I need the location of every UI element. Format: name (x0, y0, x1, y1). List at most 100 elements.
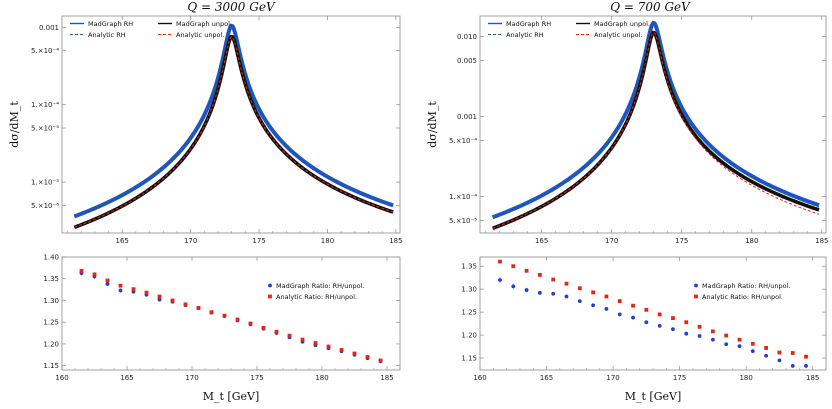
x-tick-label: 180 (321, 237, 334, 245)
x-tick-label: 165 (535, 237, 548, 245)
x-tick-label: 175 (252, 237, 265, 245)
madgraph-ratio-point (498, 278, 502, 282)
madgraph-ratio-point (697, 334, 702, 338)
madgraph-ratio-point (724, 342, 729, 347)
analytic-ratio-point (131, 287, 136, 292)
analytic-ratio-point (657, 312, 662, 317)
x-tick-label: 185 (380, 374, 393, 382)
madgraph-ratio-point (764, 353, 769, 358)
legend-label: Analytic unpol. (176, 31, 224, 39)
plot-frame (479, 15, 827, 234)
madgraph-ratio-point (777, 358, 782, 363)
series-line-madgraph-rh (73, 23, 394, 219)
series-line-analytic-unpol- (74, 36, 394, 228)
y-tick-label: 1.20 (43, 340, 59, 348)
analytic-ratio-point (684, 320, 689, 325)
y-tick-label: 1.15 (461, 355, 477, 363)
analytic-ratio-point (170, 298, 175, 303)
analytic-ratio-point (551, 277, 556, 282)
analytic-ratio-point (144, 290, 149, 295)
analytic-ratio-point (365, 355, 370, 359)
analytic-ratio-point (248, 321, 253, 326)
legend-label: MadGraph RH (88, 20, 133, 28)
madgraph-ratio-point (617, 312, 622, 317)
analytic-ratio-point (750, 341, 755, 346)
plot-frame (61, 15, 401, 234)
legend-marker (268, 294, 272, 299)
series-line-analytic-unpol- (492, 32, 820, 229)
madgraph-ratio-point (684, 331, 689, 336)
y-tick-label: 5.×10⁻⁴ (449, 137, 477, 145)
analytic-ratio-point (196, 305, 201, 310)
series-line-analytic-rh (492, 22, 820, 218)
analytic-ratio-point (790, 351, 795, 355)
madgraph-ratio-point (157, 297, 162, 302)
analytic-ratio-point (118, 283, 123, 288)
y-tick-label: 0.001 (39, 24, 59, 32)
madgraph-ratio-point (737, 344, 742, 349)
x-tick-label: 185 (806, 374, 819, 382)
analytic-ratio-point (326, 344, 331, 349)
analytic-ratio-point (498, 259, 502, 264)
series-line-madgraph-unpol- (491, 30, 820, 231)
x-tick-label: 165 (120, 374, 133, 382)
analytic-ratio-point (537, 273, 542, 277)
madgraph-ratio-point (657, 324, 662, 328)
madgraph-ratio-point (631, 315, 635, 320)
analytic-ratio-point (671, 316, 675, 320)
y-tick-label: 5.×10⁻⁶ (31, 202, 59, 210)
analytic-ratio-point (313, 341, 318, 345)
madgraph-ratio-point (564, 294, 569, 299)
y-axis-label: dσ/dM_t (426, 101, 439, 148)
x-tick-label: 180 (739, 374, 752, 382)
analytic-ratio-point (604, 294, 609, 299)
series-line-madgraph-unpol- (73, 34, 394, 230)
analytic-ratio-point (617, 299, 622, 303)
madgraph-ratio-point (591, 303, 596, 308)
x-tick-label: 175 (675, 237, 688, 245)
madgraph-ratio-point (105, 282, 110, 286)
madgraph-ratio-point (577, 299, 582, 303)
madgraph-ratio-point (790, 363, 795, 368)
y-tick-label: 5.×10⁻⁵ (31, 125, 59, 133)
plot-frame (61, 256, 401, 371)
y-tick-label: 0.010 (457, 33, 477, 41)
y-tick-label: 1.×10⁻⁴ (31, 101, 59, 109)
x-tick-label: 175 (673, 374, 686, 382)
madgraph-ratio-point (671, 327, 675, 332)
legend-label: Analytic Ratio: RH/unpol. (702, 293, 783, 301)
analytic-ratio-point (261, 325, 266, 330)
madgraph-ratio-point (604, 307, 609, 311)
y-tick-label: 1.35 (43, 275, 59, 283)
madgraph-ratio-point (524, 288, 529, 292)
madgraph-ratio-point (644, 320, 649, 325)
analytic-ratio-point (79, 269, 84, 273)
analytic-ratio-point (591, 290, 596, 295)
analytic-ratio-point (564, 281, 569, 286)
analytic-ratio-point (710, 329, 715, 334)
x-axis-label: M_t [GeV] (203, 390, 260, 403)
y-tick-label: 1.15 (43, 362, 59, 370)
x-axis-label: M_t [GeV] (625, 390, 682, 403)
legend-label: MadGraph Ratio: RH/unpol. (276, 282, 364, 290)
legend-label: MadGraph unpol. (176, 20, 232, 28)
x-tick-label: 160 (55, 374, 68, 382)
analytic-ratio-point (644, 307, 649, 312)
x-tick-label: 170 (605, 237, 618, 245)
x-tick-label: 180 (745, 237, 758, 245)
y-tick-label: 1.25 (461, 309, 477, 317)
y-tick-label: 1.40 (43, 254, 59, 262)
legend-label: Analytic Ratio: RH/unpol. (276, 293, 357, 301)
y-tick-label: 1.20 (461, 332, 477, 340)
y-tick-label: 5.×10⁻⁴ (31, 47, 59, 55)
analytic-ratio-point (524, 268, 529, 273)
series-line-madgraph-rh (491, 20, 820, 220)
legend-label: Analytic unpol. (594, 31, 642, 39)
madgraph-ratio-point (804, 363, 808, 368)
analytic-ratio-point (764, 346, 769, 350)
analytic-ratio-point (105, 278, 110, 283)
analytic-ratio-point (511, 264, 516, 269)
y-tick-label: 0.005 (457, 57, 477, 65)
analytic-ratio-point (352, 351, 357, 356)
x-tick-label: 180 (315, 374, 328, 382)
